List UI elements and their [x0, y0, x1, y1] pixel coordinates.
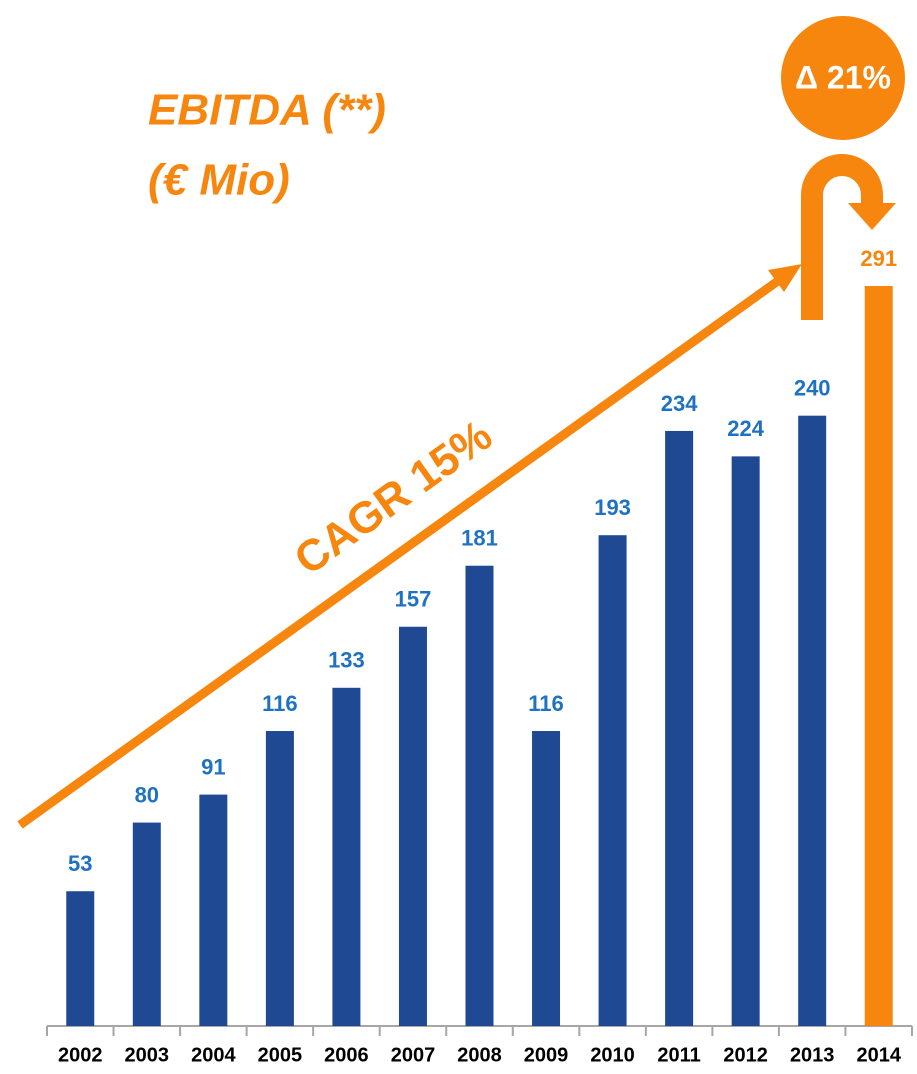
x-tick-label: 2005: [258, 1044, 303, 1066]
bar: [199, 794, 228, 1026]
bar: [731, 456, 760, 1026]
value-label: 234: [661, 391, 698, 416]
value-label: 224: [727, 416, 764, 441]
value-label: 116: [528, 691, 564, 716]
x-tick-label: 2007: [391, 1044, 436, 1066]
x-tick-label: 2013: [790, 1044, 835, 1066]
cagr-arrow: [17, 274, 785, 829]
x-tick-label: 2011: [657, 1044, 700, 1066]
value-label: 53: [68, 851, 92, 876]
bar: [265, 731, 294, 1026]
cagr-arrow-head: [768, 264, 802, 292]
delta-hook-head: [848, 203, 896, 230]
x-tick-label: 2004: [191, 1044, 236, 1066]
delta-hook: [801, 154, 883, 320]
value-label: 240: [794, 376, 831, 401]
delta-circle: [781, 16, 905, 140]
x-tick-label: 2010: [590, 1044, 635, 1066]
bar: [598, 535, 627, 1026]
bar: [398, 626, 427, 1026]
bar: [798, 415, 827, 1026]
x-tick-label: 2003: [125, 1044, 170, 1066]
value-label: 291: [860, 246, 897, 271]
bar: [665, 430, 694, 1026]
value-label: 193: [594, 495, 631, 520]
delta-label: Δ 21%: [795, 59, 891, 95]
x-tick-label: 2009: [524, 1044, 569, 1066]
bar: [332, 687, 361, 1026]
value-label: 181: [461, 526, 498, 551]
x-tick-label: 2006: [324, 1044, 369, 1066]
bar: [864, 286, 893, 1026]
x-tick-label: 2012: [723, 1044, 768, 1066]
bar: [132, 822, 161, 1026]
x-tick-label: 2002: [58, 1044, 103, 1066]
value-label: 91: [201, 754, 225, 779]
value-label: 133: [328, 648, 365, 673]
chart-title: EBITDA (**): [148, 86, 386, 135]
x-tick-label: 2008: [457, 1044, 502, 1066]
bar: [532, 731, 561, 1026]
bar: [66, 891, 95, 1026]
chart-subtitle: (€ Mio): [148, 156, 290, 205]
value-label: 157: [395, 587, 432, 612]
value-label: 80: [135, 782, 159, 807]
x-tick-label: 2014: [856, 1044, 901, 1066]
value-label: 116: [262, 691, 298, 716]
bar: [465, 565, 494, 1026]
